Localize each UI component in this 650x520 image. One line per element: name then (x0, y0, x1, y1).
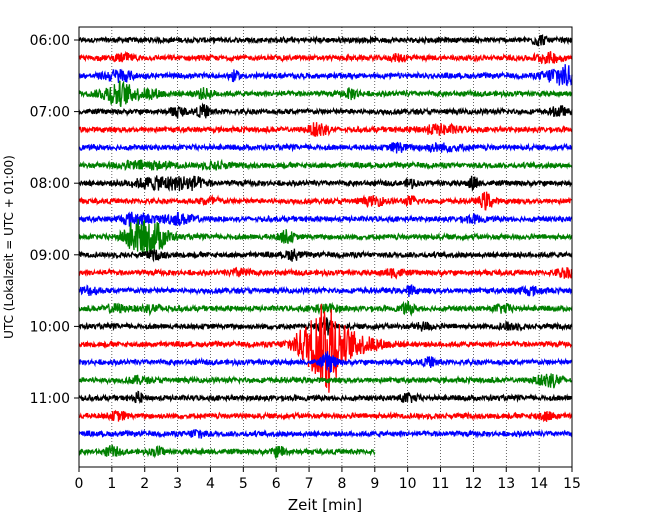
trace-row (78, 444, 376, 460)
trace-row (78, 158, 573, 172)
y-tick-label: 06:00 (30, 33, 70, 49)
x-tick-label: 3 (173, 476, 182, 492)
x-tick-label: 7 (305, 476, 314, 492)
y-tick-label: 10:00 (30, 319, 70, 335)
seismic-traces (78, 33, 573, 460)
trace-row (78, 266, 573, 280)
x-tick-label: 0 (75, 476, 84, 492)
y-axis-ticks: 06:00 07:00 08:00 09:00 10:00 11:00 (30, 33, 79, 407)
x-tick-label: 1 (107, 476, 116, 492)
trace-row (78, 373, 573, 389)
trace-row (78, 428, 573, 439)
y-tick-label: 11:00 (30, 391, 70, 407)
x-tick-label: 10 (399, 476, 417, 492)
y-axis-label: UTC (Lokalzeit = UTC + 01:00) (2, 155, 16, 339)
trace-row (78, 141, 573, 154)
x-tick-label: 14 (530, 476, 548, 492)
plot-frame (78, 26, 573, 468)
y-tick-label: 08:00 (30, 176, 70, 192)
trace-row (78, 300, 573, 317)
trace-row (78, 409, 573, 423)
trace-row (78, 390, 573, 405)
x-tick-label: 15 (563, 476, 581, 492)
trace-row (78, 102, 573, 119)
trace-row (78, 175, 573, 193)
trace-row (78, 218, 573, 254)
x-tick-label: 12 (464, 476, 482, 492)
trace-row (78, 284, 573, 298)
x-tick-label: 4 (206, 476, 215, 492)
x-tick-label: 2 (140, 476, 149, 492)
trace-row (78, 191, 572, 211)
y-tick-label: 07:00 (30, 105, 70, 121)
x-axis-label: Zeit [min] (288, 496, 362, 514)
x-tick-label: 5 (239, 476, 248, 492)
trace-row (78, 64, 573, 87)
x-tick-label: 6 (272, 476, 281, 492)
x-axis-ticks: 0 1 2 3 4 5 6 7 8 9 10 11 12 13 14 15 (75, 467, 581, 492)
trace-row (78, 351, 573, 373)
trace-row (78, 122, 573, 137)
trace-row (78, 211, 573, 227)
trace-row (78, 50, 573, 65)
x-tick-label: 13 (497, 476, 515, 492)
y-tick-label: 09:00 (30, 248, 70, 264)
x-tick-label: 8 (337, 476, 346, 492)
x-tick-label: 11 (432, 476, 450, 492)
trace-row (78, 33, 573, 47)
trace-row (78, 248, 573, 263)
trace-row (78, 80, 573, 108)
x-tick-label: 9 (370, 476, 379, 492)
